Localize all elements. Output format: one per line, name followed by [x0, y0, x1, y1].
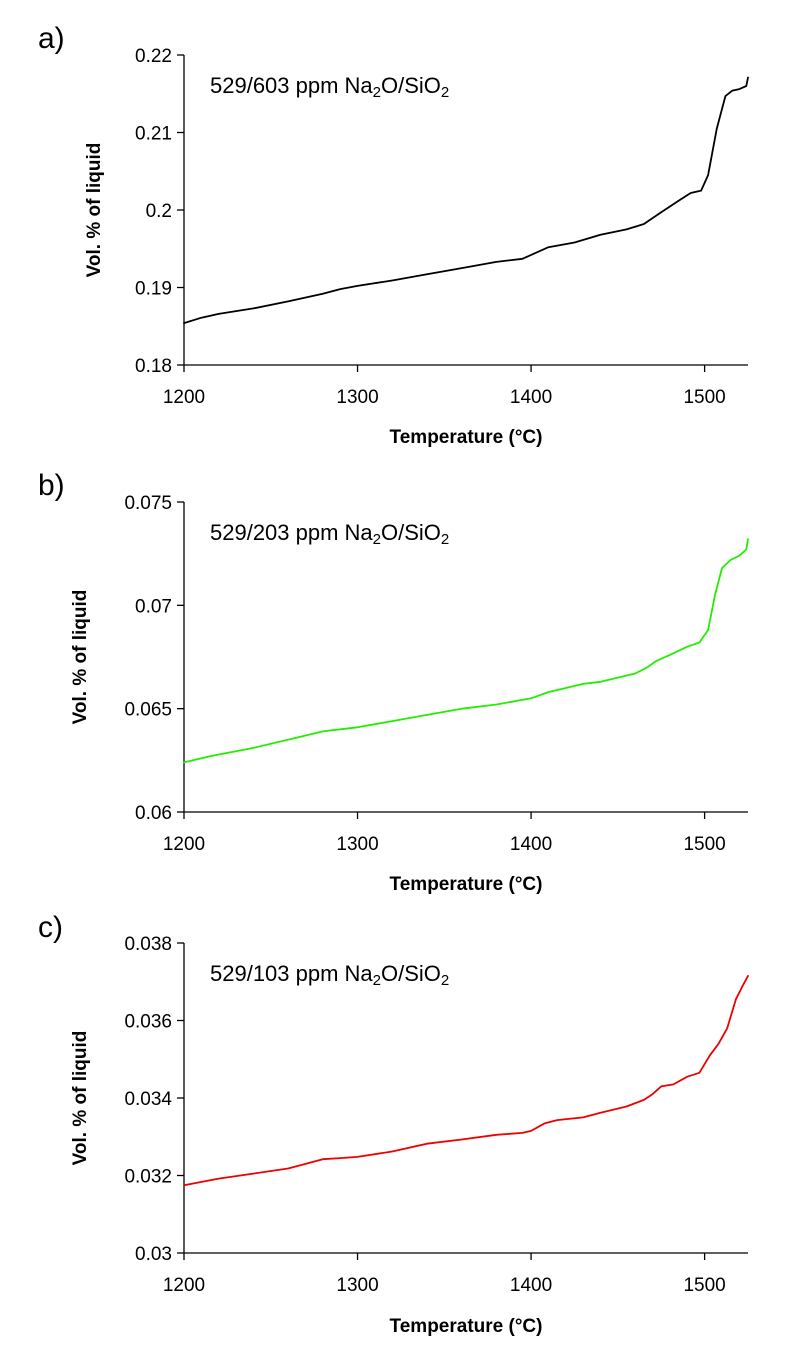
annotation-subscript: 2: [373, 84, 381, 101]
chart-panel-1: a) 0.18 0.19 0.2 0.21 0.22 1200 1300 1400 1500 Tem…: [38, 22, 749, 448]
x-tick-label: 1200: [163, 1275, 205, 1296]
x-tick-label: 1500: [683, 1275, 725, 1296]
series-line-1: [183, 76, 749, 325]
y-tick-label: 0.03: [135, 1244, 172, 1265]
x-tick-label: 1300: [336, 1275, 378, 1296]
annotation-text: 529/203 ppm Na: [210, 520, 373, 545]
series-line-1: [183, 975, 749, 1187]
panel-label: a): [38, 22, 65, 55]
y-tick-label: 0.07: [135, 596, 172, 617]
x-tick-label: 1500: [683, 387, 725, 408]
x-tick-label: 1400: [510, 387, 552, 408]
annotation-subscript: 2: [373, 531, 381, 548]
composition-annotation: 529/603 ppm Na2O/SiO2: [210, 73, 449, 101]
annotation-subscript: 2: [441, 531, 449, 548]
x-tick-label: 1200: [163, 387, 205, 408]
y-tick-label: 0.06: [135, 803, 172, 824]
x-tick-label: 1500: [683, 834, 725, 855]
y-tick-label: 0.19: [135, 279, 172, 300]
chart-panel-3: c) 0.03 0.032 0.034 0.036 0.038 1200 1300 1400 15…: [38, 911, 749, 1337]
x-axis-title: Temperature (°C): [390, 1316, 543, 1337]
y-axis-title: Vol. % of liquid: [70, 590, 91, 725]
annotation-subscript: 2: [441, 972, 449, 989]
annotation-text: O/SiO: [381, 961, 441, 986]
y-tick-label: 0.036: [124, 1012, 172, 1033]
panel-label: b): [38, 469, 65, 502]
annotation-text: 529/603 ppm Na: [210, 73, 373, 98]
x-tick-label: 1400: [510, 834, 552, 855]
annotation-text: O/SiO: [381, 520, 441, 545]
chart-panel-2: b) 0.06 0.065 0.07 0.075 1200 1300 1400 1500 Temp…: [38, 469, 749, 895]
y-tick-label: 0.2: [146, 201, 172, 222]
composition-annotation: 529/103 ppm Na2O/SiO2: [210, 961, 449, 989]
annotation-subscript: 2: [441, 84, 449, 101]
y-tick-label: 0.075: [124, 493, 172, 514]
y-tick-label: 0.032: [124, 1167, 172, 1188]
annotation-text: O/SiO: [381, 73, 441, 98]
series-line-1: [183, 538, 749, 764]
y-tick-label: 0.034: [124, 1089, 172, 1110]
panel-label: c): [38, 911, 63, 944]
annotation-subscript: 2: [373, 972, 381, 989]
y-tick-label: 0.038: [124, 934, 172, 955]
x-axis-title: Temperature (°C): [390, 427, 543, 448]
y-tick-label: 0.18: [135, 356, 172, 377]
composition-annotation: 529/203 ppm Na2O/SiO2: [210, 520, 449, 548]
x-tick-label: 1200: [163, 834, 205, 855]
annotation-text: 529/103 ppm Na: [210, 961, 373, 986]
y-tick-label: 0.22: [135, 46, 172, 67]
y-tick-label: 0.065: [124, 700, 172, 721]
x-axis-title: Temperature (°C): [390, 874, 543, 895]
x-tick-label: 1400: [510, 1275, 552, 1296]
y-axis-title: Vol. % of liquid: [84, 143, 105, 278]
y-tick-label: 0.21: [135, 124, 172, 145]
x-tick-label: 1300: [336, 387, 378, 408]
x-tick-label: 1300: [336, 834, 378, 855]
y-axis-title: Vol. % of liquid: [70, 1031, 91, 1166]
